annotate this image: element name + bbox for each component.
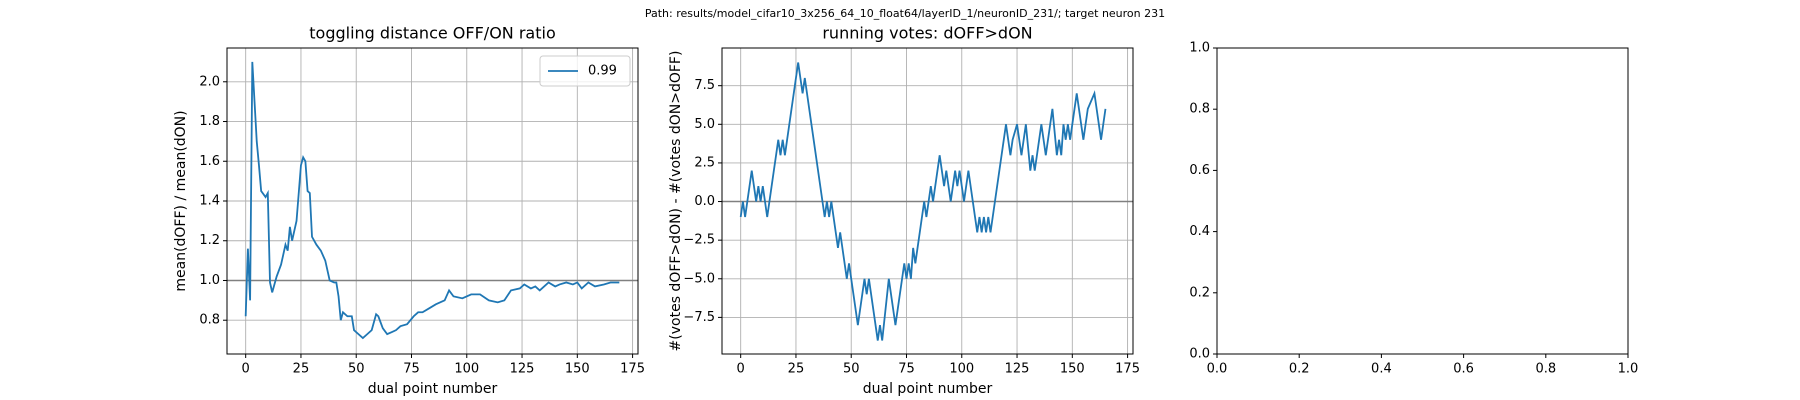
legend-box: [539, 55, 631, 87]
y-tick-label: 0.2: [1189, 285, 1210, 300]
y-tick-label: −7.5: [683, 310, 715, 325]
y-tick-label: 1.0: [1189, 41, 1210, 56]
data-line: [739, 62, 1107, 341]
x-tick-label: 0.8: [1535, 362, 1556, 377]
x-tick-label: 175: [620, 362, 645, 377]
y-axis-label: #(votes dOFF>dON) - #(votes dON>dOFF): [668, 51, 684, 352]
x-tick-label: 150: [565, 362, 590, 377]
x-tick-label: 75: [898, 362, 915, 377]
x-axis-label: dual point number: [368, 381, 498, 397]
y-tick-label: 0.0: [1189, 347, 1210, 362]
y-tick-label: 1.2: [199, 233, 220, 248]
x-tick-label: 100: [949, 362, 974, 377]
legend-label: 0.99: [588, 64, 617, 79]
y-tick-label: −5.0: [683, 271, 715, 286]
axes-frame: [226, 47, 639, 355]
x-tick-label: 0.0: [1207, 362, 1228, 377]
y-tick-label: 0.6: [1189, 163, 1210, 178]
x-tick-label: 175: [1115, 362, 1140, 377]
x-tick-label: 1.0: [1618, 362, 1639, 377]
x-tick-label: 0: [737, 362, 745, 377]
axes-frame: [721, 47, 1134, 355]
axes-title: running votes: dOFF>dON: [822, 24, 1032, 43]
x-tick-label: 0.4: [1371, 362, 1392, 377]
y-tick-label: 1.0: [199, 273, 220, 288]
y-tick-label: 0.8: [199, 313, 220, 328]
y-tick-label: 0.4: [1189, 224, 1210, 239]
y-tick-label: −2.5: [683, 233, 715, 248]
x-tick-label: 75: [403, 362, 420, 377]
y-tick-label: 7.5: [694, 78, 715, 93]
x-tick-label: 125: [510, 362, 535, 377]
y-tick-label: 0.0: [694, 194, 715, 209]
x-tick-label: 150: [1060, 362, 1085, 377]
y-tick-label: 2.5: [694, 155, 715, 170]
y-tick-label: 0.8: [1189, 102, 1210, 117]
y-tick-label: 5.0: [694, 117, 715, 132]
suptitle: Path: results/model_cifar10_3x256_64_10_…: [645, 7, 1165, 20]
axes-frame: [1216, 47, 1629, 355]
y-tick-label: 1.6: [199, 154, 220, 169]
x-tick-label: 25: [788, 362, 805, 377]
x-tick-label: 50: [348, 362, 365, 377]
x-tick-label: 0.2: [1289, 362, 1310, 377]
x-tick-label: 25: [293, 362, 310, 377]
y-tick-label: 2.0: [199, 74, 220, 89]
y-tick-label: 1.4: [199, 194, 220, 209]
x-tick-label: 0: [242, 362, 250, 377]
x-tick-label: 100: [454, 362, 479, 377]
axes-title: toggling distance OFF/ON ratio: [309, 24, 555, 43]
data-line: [244, 61, 620, 340]
x-tick-label: 0.6: [1453, 362, 1474, 377]
x-tick-label: 125: [1005, 362, 1030, 377]
y-tick-label: 1.8: [199, 114, 220, 129]
x-axis-label: dual point number: [863, 381, 993, 397]
y-axis-label: mean(dOFF) / mean(dON): [173, 110, 189, 291]
x-tick-label: 50: [843, 362, 860, 377]
